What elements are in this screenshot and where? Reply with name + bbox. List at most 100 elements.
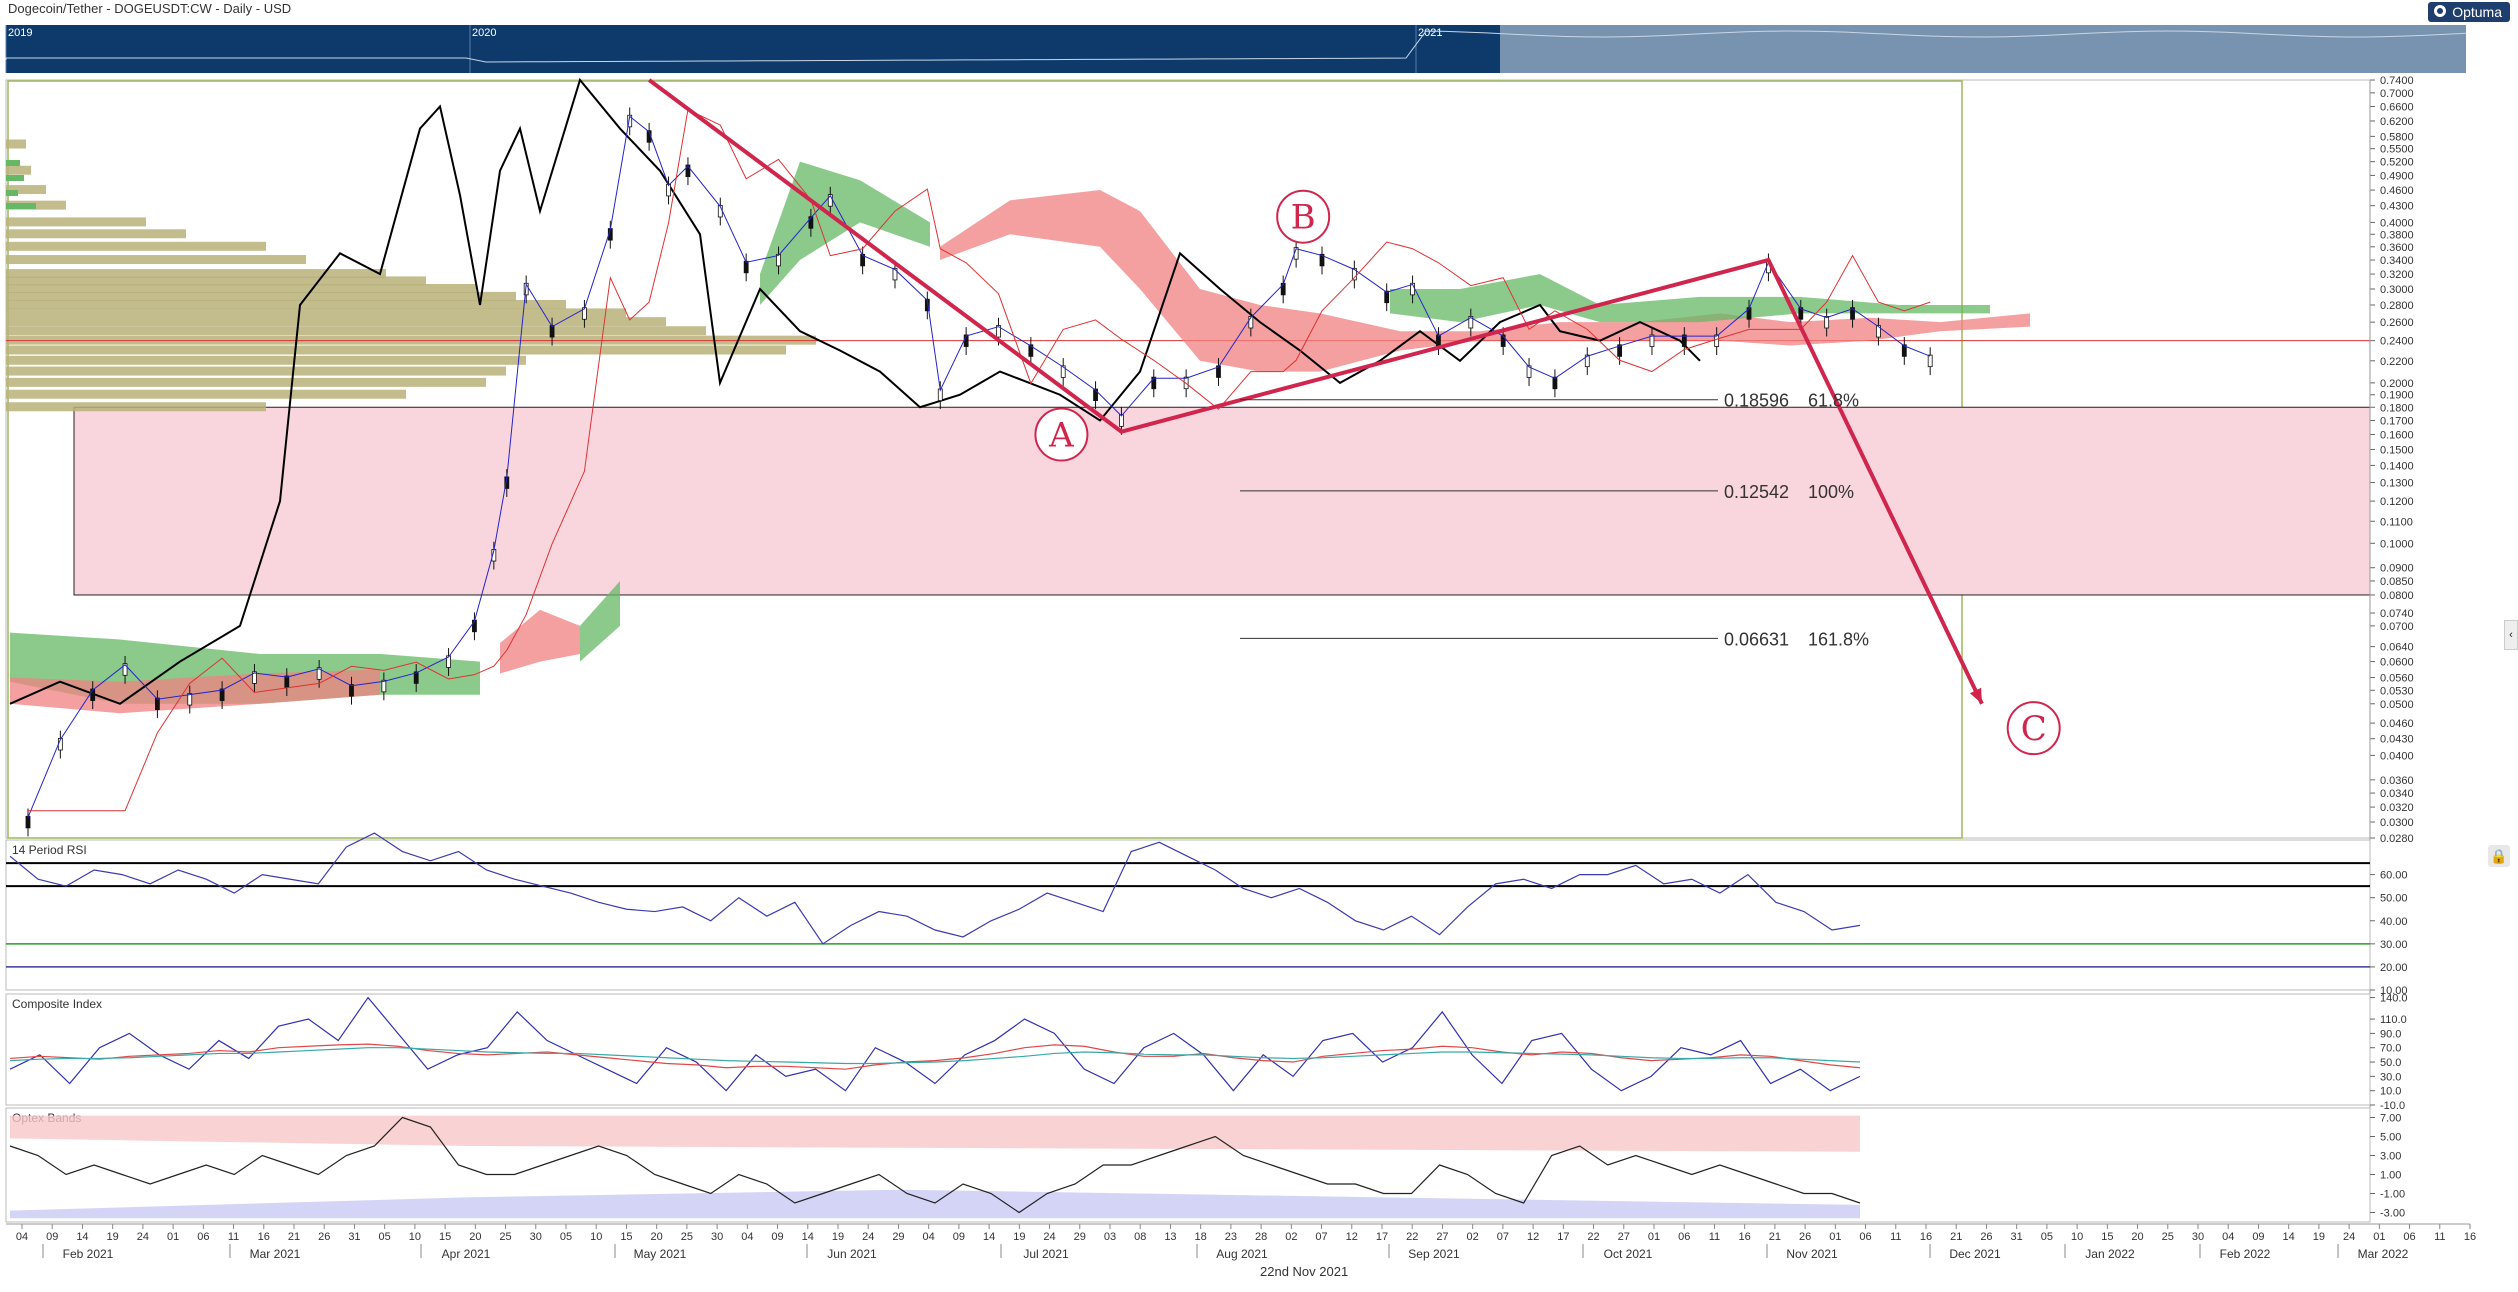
x-axis-day-label: 26: [1799, 1231, 1811, 1243]
price-candle: [1500, 334, 1506, 347]
y-axis-tick-label: 0.3600: [2380, 242, 2414, 254]
y-axis-tick-label: 0.1800: [2380, 402, 2414, 414]
composite-line: [9, 1047, 1861, 1065]
navigator-window: [1500, 25, 2466, 73]
x-axis-day-label: 01: [1829, 1231, 1841, 1243]
y-axis-tick-label: 0.1500: [2380, 444, 2414, 456]
y-axis-tick-label: 0.0280: [2380, 833, 2414, 845]
x-axis-day-label: 11: [1709, 1231, 1720, 1243]
price-candle: [25, 815, 31, 829]
price-candle: [685, 164, 691, 178]
brand-logo: Optuma: [2428, 2, 2510, 22]
y-axis-tick-label: 0.4600: [2380, 185, 2414, 197]
composite-tick-label: 70.0: [2380, 1043, 2401, 1055]
y-axis-tick-label: 0.2400: [2380, 336, 2414, 348]
cloud-bullish-late: [1390, 274, 1990, 323]
cloud-bullish: [760, 161, 930, 305]
x-axis-month-label: Dec 2021: [1949, 1247, 2001, 1261]
composite-line: [9, 1043, 1861, 1070]
volume-profile-bar: [6, 377, 486, 387]
x-axis-day-label: 20: [2131, 1231, 2143, 1243]
x-axis-month-label: Oct 2021: [1604, 1247, 1653, 1261]
composite-tick-label: -10.0: [2380, 1100, 2405, 1112]
x-axis-day-label: 24: [2343, 1231, 2355, 1243]
rsi-title: 14 Period RSI: [12, 843, 87, 857]
x-axis-day-label: 16: [2464, 1231, 2476, 1243]
x-axis-day-label: 28: [1255, 1231, 1267, 1243]
x-axis-day-label: 09: [953, 1231, 965, 1243]
x-axis-day-label: 21: [1950, 1231, 1962, 1243]
wave-circle: [1276, 189, 1331, 244]
y-axis-tick-label: 0.0800: [2380, 590, 2414, 602]
x-axis-day-label: 12: [1527, 1231, 1539, 1243]
wave-label-text: C: [2021, 709, 2047, 749]
x-axis-day-label: 26: [1980, 1231, 1992, 1243]
x-axis-day-label: 23: [1225, 1231, 1237, 1243]
x-axis-day-label: 02: [1285, 1231, 1297, 1243]
x-axis-day-label: 13: [1164, 1231, 1176, 1243]
x-axis-month-label: Aug 2021: [1216, 1247, 1268, 1261]
y-axis-tick-label: 0.0740: [2380, 608, 2414, 620]
abc-pattern-line: [647, 78, 1984, 705]
price-candle: [349, 684, 354, 697]
y-axis-tick-label: 0.0530: [2380, 685, 2414, 697]
volume-profile-bar: [6, 402, 266, 412]
y-axis-tick-label: 0.0360: [2380, 775, 2414, 787]
composite-line: [9, 996, 1861, 1092]
x-axis-month-label: Apr 2021: [442, 1247, 491, 1261]
y-axis-tick-label: 0.0340: [2380, 788, 2414, 800]
price-candle: [627, 114, 633, 128]
y-axis-tick-label: 0.7400: [2380, 75, 2414, 87]
price-candle: [252, 671, 257, 684]
x-axis-day-label: 04: [2222, 1231, 2234, 1243]
fib-level-percent: 161.8%: [1808, 629, 1869, 649]
y-axis-tick-label: 0.0850: [2380, 576, 2414, 588]
volume-profile-marker: [6, 175, 24, 181]
target-zone: [73, 406, 2371, 596]
x-axis-month-label: Feb 2022: [2220, 1247, 2271, 1261]
volume-profile-bar: [6, 366, 506, 376]
volume-profile-bar: [6, 185, 46, 195]
x-axis-day-label: 26: [318, 1231, 330, 1243]
price-candle: [1798, 307, 1804, 320]
x-axis-day-label: 09: [2252, 1231, 2264, 1243]
price-candle: [381, 679, 387, 693]
price-candle: [1552, 376, 1558, 390]
y-axis-tick-label: 0.2000: [2380, 378, 2414, 390]
price-candle: [892, 267, 898, 281]
rsi-tick-label: 20.00: [2380, 962, 2408, 974]
x-axis-day-label: 15: [439, 1231, 451, 1243]
collapse-panel-icon[interactable]: ‹: [2504, 620, 2518, 650]
price-candle: [1216, 365, 1221, 378]
composite-tick-label: 110.0: [2380, 1014, 2407, 1026]
price-candle: [1028, 344, 1034, 357]
optex-tick-label: -1.00: [2380, 1189, 2405, 1201]
rsi-tick-label: 50.00: [2380, 893, 2408, 905]
price-candle: [154, 697, 160, 711]
composite-title: Composite Index: [12, 997, 102, 1011]
x-axis-day-label: 12: [1346, 1231, 1358, 1243]
x-axis-day-label: 05: [560, 1231, 572, 1243]
volume-profile-bar: [6, 317, 666, 327]
y-axis-tick-label: 0.0460: [2380, 718, 2414, 730]
cloud-bullish-small: [580, 580, 620, 662]
chart-title: Dogecoin/Tether - DOGEUSDT:CW - Daily - …: [8, 1, 292, 16]
y-axis-tick-label: 0.3000: [2380, 284, 2414, 296]
price-candle: [1119, 414, 1124, 427]
price-candle: [1151, 376, 1157, 390]
wave-label-text: B: [1291, 198, 1316, 238]
y-axis-tick-label: 0.6600: [2380, 101, 2414, 113]
x-axis-day-label: 25: [499, 1231, 511, 1243]
x-axis-day-label: 04: [923, 1231, 935, 1243]
volume-profile-bar: [6, 355, 526, 365]
x-axis-day-label: 25: [681, 1231, 693, 1243]
volume-profile-bar: [6, 291, 516, 301]
y-axis-tick-label: 0.4300: [2380, 201, 2414, 213]
x-axis-day-label: 10: [2071, 1231, 2083, 1243]
lock-icon[interactable]: 🔒: [2488, 845, 2510, 867]
optex-lower-band: [10, 1189, 1860, 1219]
price-candle: [924, 298, 930, 312]
x-axis-day-label: 22: [1587, 1231, 1599, 1243]
fib-level-value: 0.06631: [1724, 629, 1789, 649]
rsi-tick-label: 10.00: [2380, 985, 2408, 997]
